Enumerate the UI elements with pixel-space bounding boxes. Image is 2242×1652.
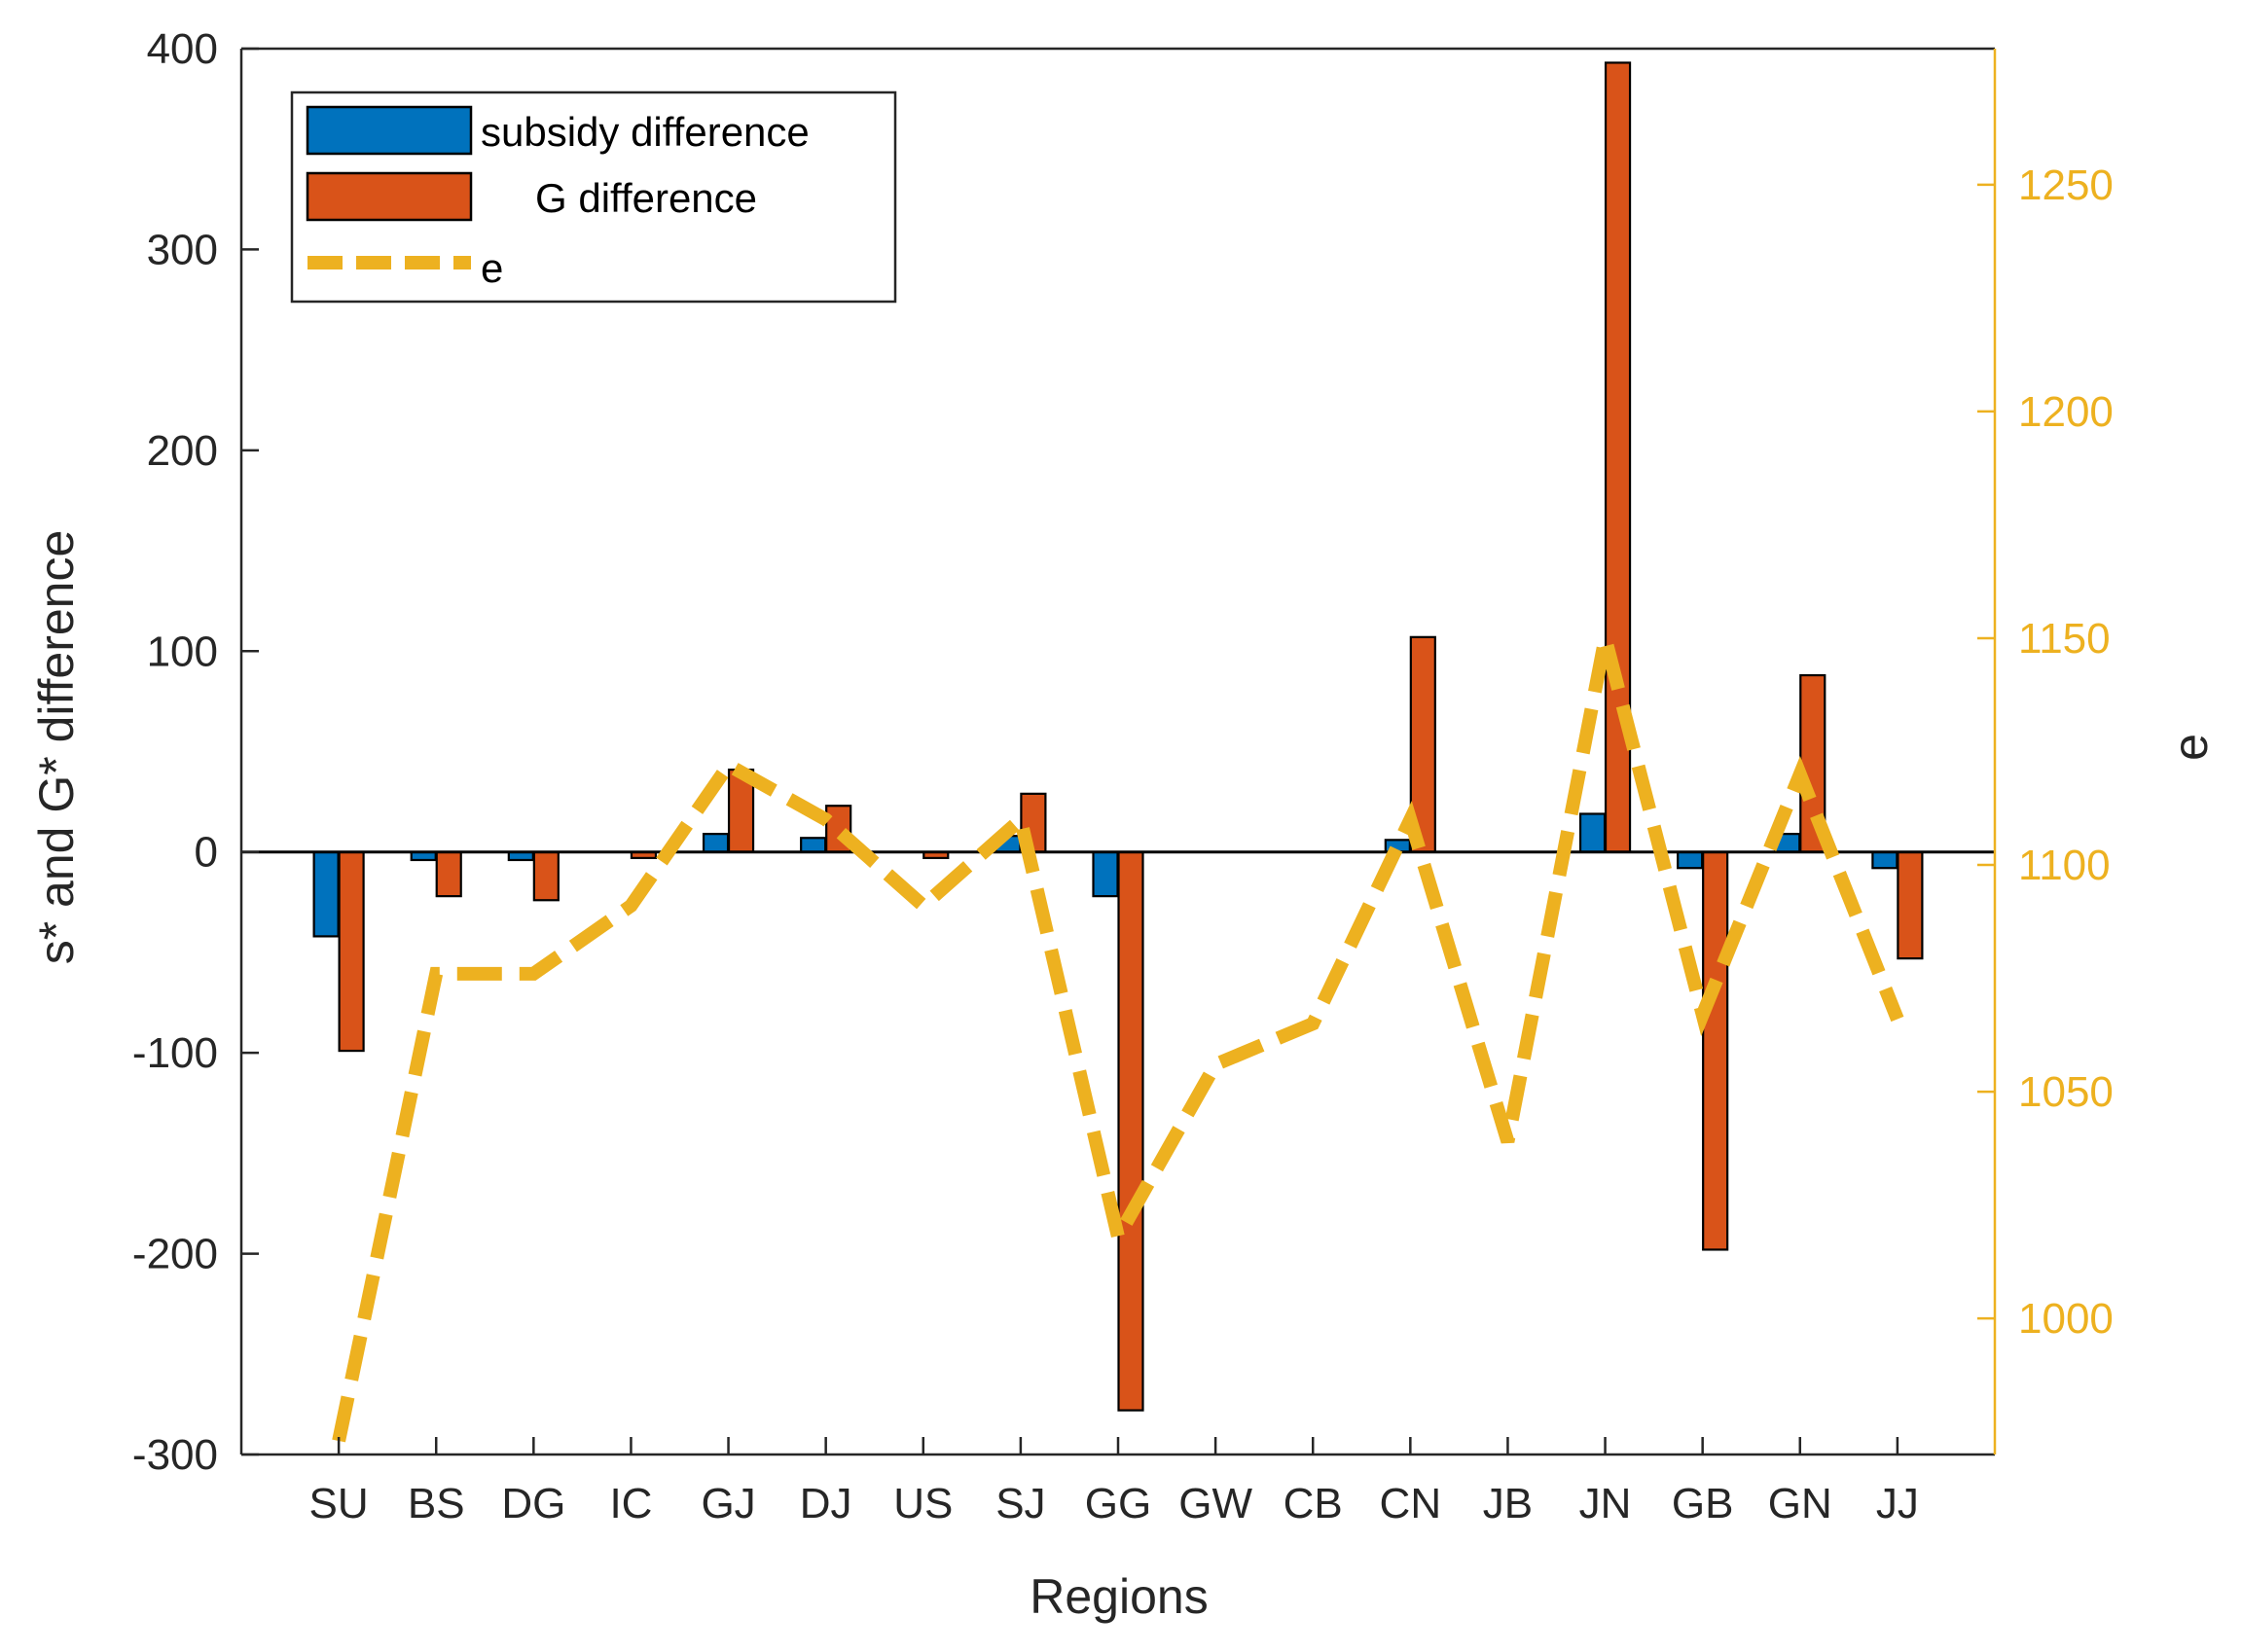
x-tick-label-jj: JJ bbox=[1876, 1480, 1919, 1527]
legend-label-g: G difference bbox=[535, 175, 757, 221]
x-tick-label-su: SU bbox=[309, 1480, 369, 1527]
y-axis-label: s* and G* difference bbox=[29, 530, 84, 965]
axes-layer: -300 -200 -100 0 100 200 300 400 1000 1050 1100 115… bbox=[132, 25, 2114, 1527]
x-tick-label-us: US bbox=[893, 1480, 953, 1527]
x-tick-label-cn: CN bbox=[1380, 1480, 1442, 1527]
x-tick-label-ic: IC bbox=[609, 1480, 652, 1527]
y2-tick-label: 1250 bbox=[2018, 162, 2114, 209]
bar-subsidy-gb bbox=[1677, 850, 1704, 870]
bar-subsidy-su bbox=[312, 850, 340, 938]
x-tick-label-dj: DJ bbox=[800, 1480, 852, 1527]
y2-tick-label: 1200 bbox=[2018, 388, 2114, 436]
y-tick-label: 200 bbox=[147, 427, 218, 475]
bar-subsidy-dj bbox=[800, 837, 827, 853]
legend-swatch-g bbox=[306, 171, 473, 222]
x-tick-label-gw: GW bbox=[1178, 1480, 1252, 1527]
legend: subsidy difference G difference e bbox=[290, 90, 897, 304]
y-tick-label: 100 bbox=[147, 628, 218, 675]
x-tick-label-sj: SJ bbox=[995, 1480, 1045, 1527]
y-tick-label: 400 bbox=[147, 25, 218, 73]
y-tick-label: -200 bbox=[132, 1231, 218, 1278]
bar-g-gb bbox=[1702, 850, 1729, 1251]
y-tick-label: 0 bbox=[195, 829, 218, 877]
e-line-layer bbox=[332, 636, 1904, 1443]
x-axis-label: Regions bbox=[1030, 1569, 1208, 1624]
x-tick-label-gn: GN bbox=[1768, 1480, 1832, 1527]
x-tick-label-gj: GJ bbox=[701, 1480, 755, 1527]
x-tick-label-gb: GB bbox=[1672, 1480, 1734, 1527]
bars-layer bbox=[312, 61, 1924, 1412]
y2-axis-label: e bbox=[2163, 734, 2218, 761]
legend-swatch-subsidy bbox=[306, 105, 473, 156]
x-tick-label-cb: CB bbox=[1284, 1480, 1343, 1527]
y2-tick-label: 1150 bbox=[2018, 615, 2111, 663]
y-tick-label: 300 bbox=[147, 226, 218, 273]
x-tick-label-bs: BS bbox=[408, 1480, 465, 1527]
y-tick-label: -300 bbox=[132, 1431, 218, 1479]
bar-subsidy-jj bbox=[1871, 850, 1898, 870]
bar-g-dg bbox=[532, 850, 560, 902]
x-tick-label-jb: JB bbox=[1483, 1480, 1533, 1527]
legend-label-e: e bbox=[481, 245, 503, 291]
x-tick-label-dg: DG bbox=[501, 1480, 565, 1527]
y2-tick-label: 1050 bbox=[2018, 1068, 2114, 1116]
bar-subsidy-gg bbox=[1092, 850, 1119, 898]
x-tick-label-gg: GG bbox=[1085, 1480, 1151, 1527]
x-tick-label-jn: JN bbox=[1579, 1480, 1632, 1527]
bar-g-bs bbox=[435, 850, 462, 898]
bar-g-jj bbox=[1897, 850, 1924, 960]
y2-tick-label: 1000 bbox=[2018, 1295, 2114, 1343]
bar-subsidy-gj bbox=[702, 833, 730, 853]
e-series-line bbox=[332, 636, 1904, 1443]
bar-g-su bbox=[338, 850, 365, 1053]
y-tick-label: -100 bbox=[132, 1029, 218, 1077]
bar-g-gg bbox=[1117, 850, 1144, 1412]
legend-label-subsidy: subsidy difference bbox=[481, 109, 810, 155]
bar-subsidy-jn bbox=[1578, 812, 1607, 853]
y2-tick-label: 1100 bbox=[2018, 842, 2111, 889]
